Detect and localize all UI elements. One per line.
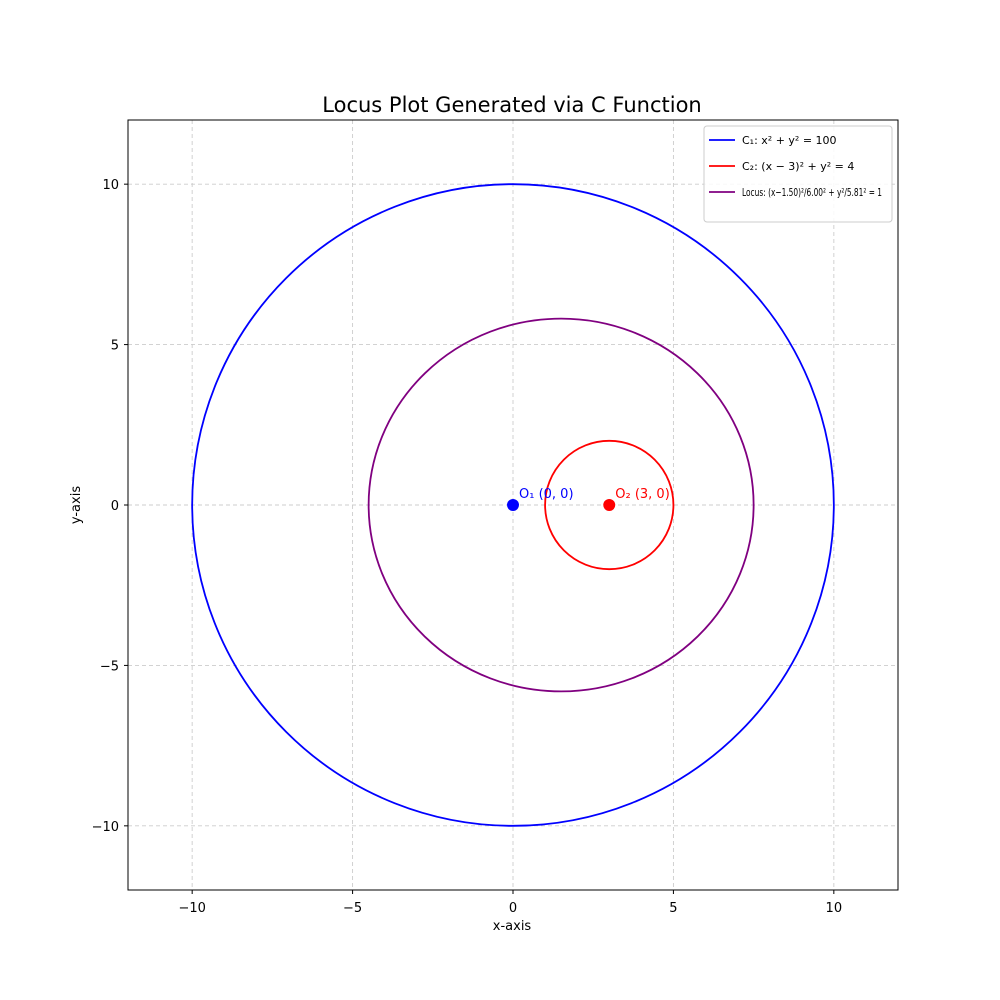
center-point-label-1: O₁ (0, 0) [519, 487, 574, 502]
legend-label-1: C₁: x² + y² = 100 [742, 134, 837, 147]
x-tick-label: 0 [509, 901, 517, 916]
y-tick-label: 10 [102, 178, 119, 193]
y-tick-label: 0 [111, 499, 119, 514]
center-point-label-2: O₂ (3, 0) [615, 487, 670, 502]
y-tick-label: −10 [92, 820, 119, 835]
x-tick-label: −5 [343, 901, 362, 916]
x-tick-label: −10 [178, 901, 205, 916]
series-curve-2 [544, 439, 675, 571]
chart-title: Locus Plot Generated via C Function [322, 93, 701, 117]
series-curve-3 [367, 317, 755, 693]
y-axis-label: y-axis [69, 486, 84, 524]
y-tick-label: 5 [111, 339, 119, 354]
legend-box [703, 125, 893, 223]
x-axis-label: x-axis [493, 919, 532, 934]
legend-label-2: C₂: (x − 3)² + y² = 4 [742, 160, 854, 173]
legend: C₁: x² + y² = 100 C₂: (x − 3)² + y² = 4 Lo… [703, 125, 893, 223]
y-tick-label: −5 [100, 659, 119, 674]
series-curve-1 [191, 183, 835, 827]
x-tick-label: 10 [826, 901, 843, 916]
x-tick-label: 5 [669, 901, 677, 916]
axis-ticks: −10 −5 0 5 10 −10 −5 0 5 10 [92, 178, 843, 916]
center-point-1 [507, 499, 519, 511]
legend-label-3: Locus: (x−1.50)²/6.00² + y²/5.81² = 1 [742, 186, 882, 199]
center-point-2 [603, 499, 616, 511]
plot-area: O₁ (0, 0) O₂ (3, 0) [191, 183, 835, 827]
